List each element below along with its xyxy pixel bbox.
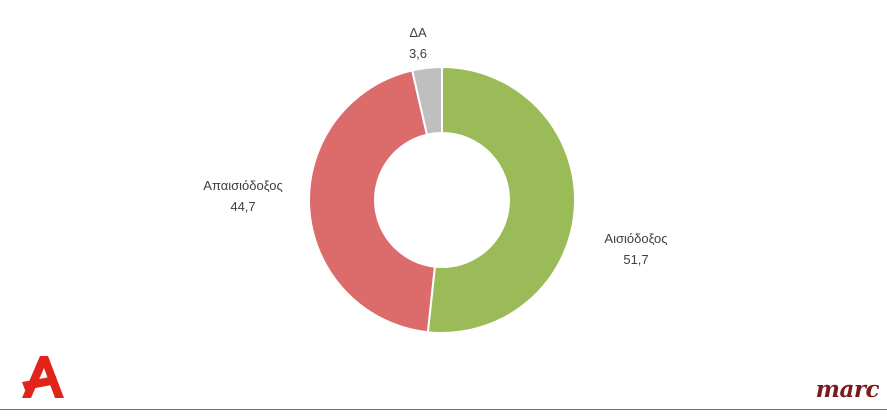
donut-labels: Αισιόδοξος 51,7 Απαισιόδοξος 44,7 ΔΑ 3,6	[203, 25, 667, 267]
slice-1	[426, 65, 576, 334]
slice-value-label: 51,7	[623, 252, 648, 267]
brand-logo	[18, 354, 66, 405]
pollster-logo: marc	[815, 376, 880, 403]
slice-value-label: 3,6	[409, 46, 427, 61]
slice-category-label: ΔΑ	[409, 25, 427, 40]
slice-value-label: 44,7	[230, 199, 255, 214]
slice-category-label: Απαισιόδοξος	[203, 178, 282, 193]
alpha-logo-icon	[22, 356, 64, 398]
slice-3	[410, 65, 443, 136]
donut-slices	[308, 65, 576, 334]
slice-category-label: Αισιόδοξος	[604, 231, 667, 246]
slice-2	[308, 69, 436, 334]
footer-divider	[0, 409, 887, 410]
